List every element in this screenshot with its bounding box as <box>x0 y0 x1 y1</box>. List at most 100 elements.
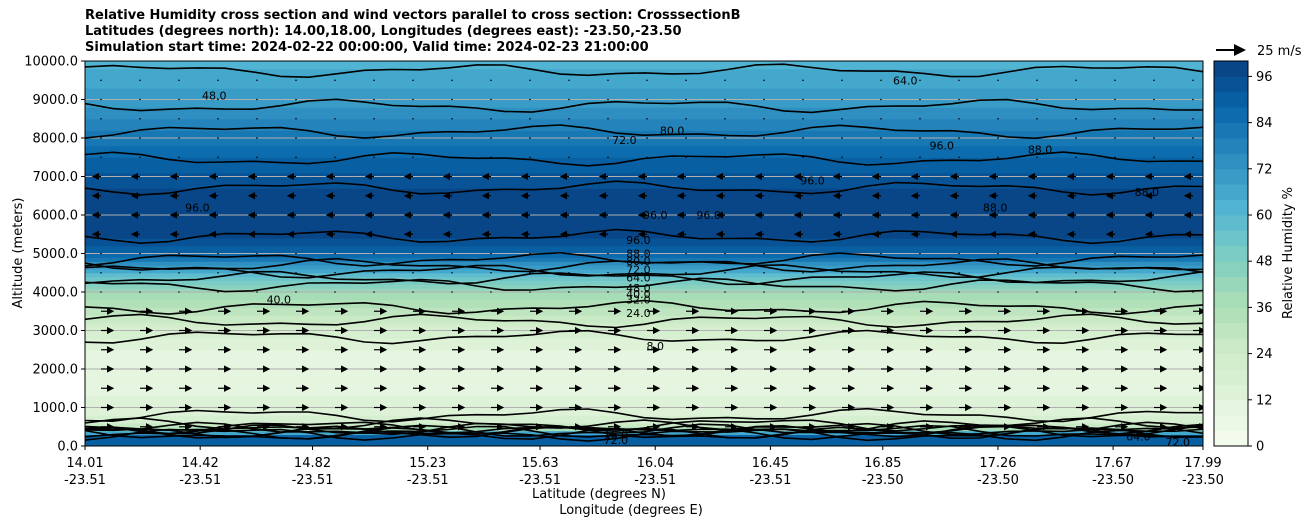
humidity-band <box>85 365 1203 370</box>
wind-vector <box>139 137 141 139</box>
wind-vector <box>178 291 180 293</box>
humidity-band <box>85 442 1203 446</box>
wind-vector <box>802 291 804 293</box>
humidity-band <box>85 76 1203 81</box>
x-tick-label-longitude: -23.51 <box>634 473 676 488</box>
humidity-band <box>85 68 1203 74</box>
humidity-band <box>85 288 1203 293</box>
humidity-band <box>85 157 1203 162</box>
humidity-band <box>85 407 1203 412</box>
contour-label: 64.0 <box>1126 430 1151 443</box>
colorbar-band <box>1214 430 1248 447</box>
colorbar-band <box>1214 384 1248 401</box>
wind-vector <box>451 271 453 274</box>
wind-vector <box>646 79 648 82</box>
humidity-band <box>85 107 1203 112</box>
x-tick-label-longitude: -23.51 <box>519 473 561 488</box>
contour-label: 80.0 <box>626 255 651 268</box>
humidity-band <box>85 384 1203 389</box>
wind-vector <box>607 137 609 139</box>
wind-vector <box>1114 271 1116 274</box>
wind-vector <box>841 291 843 293</box>
wind-vector <box>763 291 765 293</box>
colorbar-band <box>1214 353 1248 370</box>
wind-vector <box>412 117 414 120</box>
wind-vector <box>568 252 570 255</box>
wind-vector <box>607 271 609 274</box>
wind-vector <box>1114 117 1116 120</box>
wind-vector <box>373 117 375 120</box>
x-tick-label-longitude: -23.50 <box>862 473 904 488</box>
wind-vector <box>1114 156 1116 159</box>
colorbar-band <box>1214 76 1248 93</box>
humidity-band <box>85 80 1203 85</box>
wind-vector <box>139 117 141 120</box>
humidity-band <box>85 87 1203 93</box>
wind-vector <box>1075 117 1077 120</box>
humidity-band <box>85 188 1203 193</box>
contour-line <box>85 180 1203 196</box>
contour-line <box>85 329 1203 345</box>
chart-title-line-1: Relative Humidity cross section and wind… <box>85 8 741 23</box>
wind-vector <box>919 156 921 159</box>
wind-vector <box>373 79 375 82</box>
colorbar-band <box>1214 292 1248 308</box>
colorbar-tick-label: 84 <box>1256 116 1273 131</box>
humidity-band <box>85 392 1203 397</box>
wind-vector <box>880 137 882 139</box>
wind-vector <box>568 291 570 293</box>
wind-vector <box>1114 291 1116 293</box>
wind-vector <box>256 252 258 255</box>
wind-vector <box>1192 252 1194 255</box>
wind-vector <box>1036 117 1038 120</box>
colorbar-band <box>1214 168 1248 185</box>
y-tick-label: 4000.0 <box>33 286 79 301</box>
wind-vector <box>997 291 999 293</box>
wind-vector <box>373 98 375 101</box>
wind-vector <box>100 117 102 120</box>
contour-label: 72.0 <box>604 434 629 447</box>
wind-vector <box>958 156 960 159</box>
wind-vector <box>529 79 531 82</box>
chart-title-line-3: Simulation start time: 2024-02-22 00:00:… <box>85 40 649 55</box>
contour-line <box>85 426 1203 442</box>
wind-vector <box>1036 156 1038 159</box>
colorbar-tick-label: 24 <box>1256 347 1273 362</box>
wind-vector <box>607 79 609 82</box>
wind-vector <box>1114 79 1116 82</box>
wind-vector <box>997 156 999 159</box>
wind-vector <box>685 117 687 120</box>
colorbar-frame <box>1213 60 1249 447</box>
x-tick-label-latitude: 16.04 <box>637 456 674 471</box>
wind-vector <box>880 252 882 255</box>
contour-line <box>85 426 1203 442</box>
wind-vector <box>880 291 882 293</box>
x-tick-label-latitude: 15.23 <box>409 456 446 471</box>
wind-vector <box>490 156 492 159</box>
contour-line <box>85 424 1203 439</box>
contour-label: 96.0 <box>185 201 210 214</box>
wind-vector <box>217 291 219 293</box>
humidity-band <box>85 64 1203 70</box>
humidity-band <box>85 238 1203 243</box>
contour-label: 64.0 <box>626 271 651 284</box>
humidity-band <box>85 203 1203 208</box>
wind-vector <box>490 137 492 139</box>
wind-vector <box>217 79 219 82</box>
wind-vector <box>763 79 765 82</box>
wind-vector <box>490 79 492 82</box>
x-tick-label-longitude: -23.51 <box>292 473 334 488</box>
humidity-band <box>85 276 1203 282</box>
humidity-band <box>85 342 1203 347</box>
wind-vector <box>451 98 453 101</box>
wind-vector <box>685 137 687 139</box>
contour-label: 96.0 <box>696 209 721 222</box>
humidity-band <box>85 195 1203 201</box>
wind-vector <box>802 79 804 82</box>
x-axis: 14.01 -23.51 14.42 -23.51 14.82 -23.51 15.23 -2… <box>64 446 1224 488</box>
wind-vector <box>139 291 141 293</box>
contour-label: 72.0 <box>612 134 637 147</box>
colorbar-band <box>1214 122 1248 139</box>
contour-line <box>85 98 1203 114</box>
wind-vector <box>1192 137 1194 139</box>
